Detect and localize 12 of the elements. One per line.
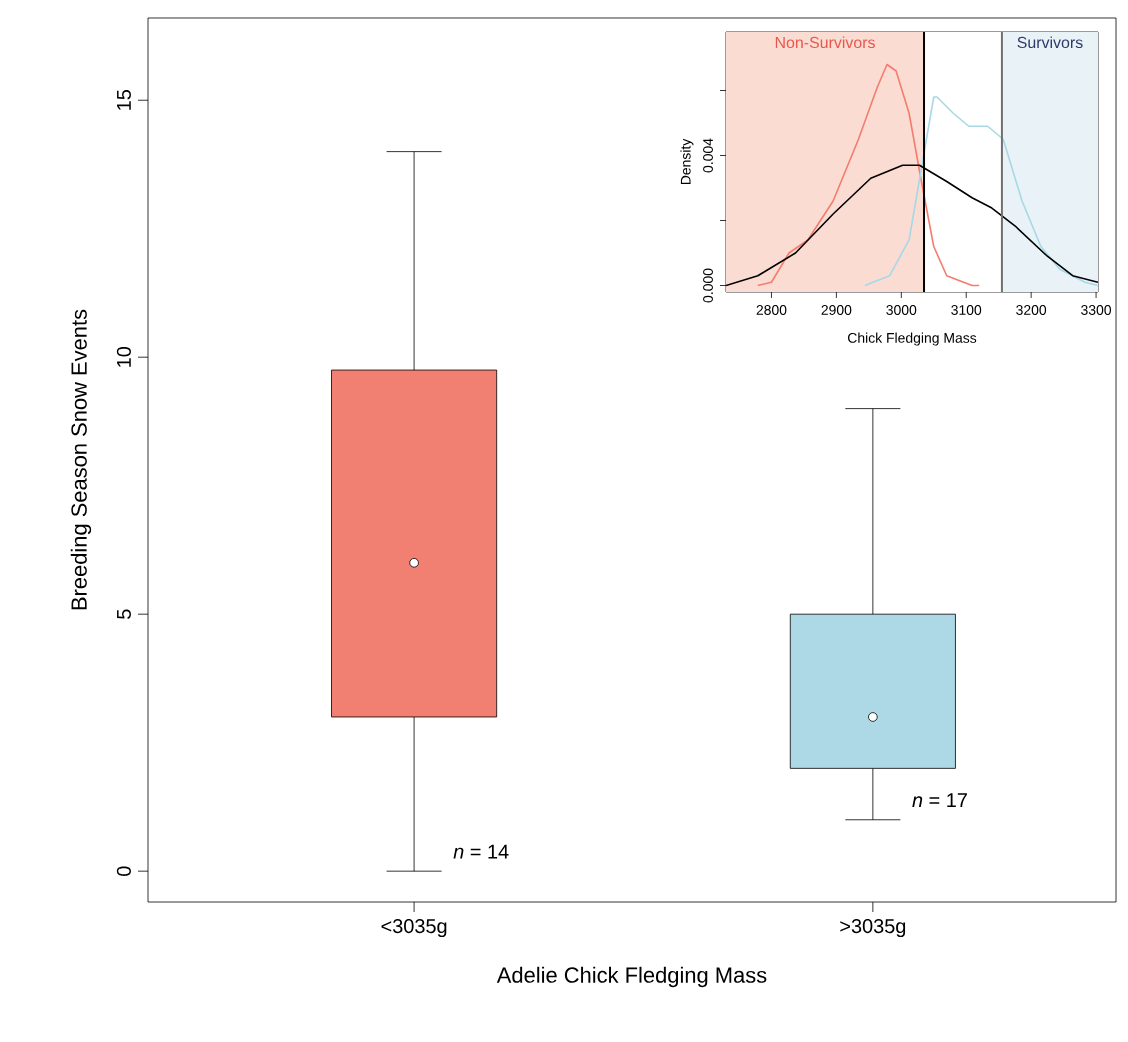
- y-tick-label: 5: [117, 609, 131, 619]
- x-axis-title: Adelie Chick Fledging Mass: [496, 966, 767, 988]
- line-series: [864, 96, 1099, 287]
- line-series: [757, 63, 980, 287]
- y-tick-label: 10: [116, 346, 131, 367]
- annotation: n = 17: [912, 793, 967, 808]
- x-tick-label: >3035g: [840, 919, 906, 938]
- x-tick-label: <3035g: [381, 919, 447, 938]
- y-axis-title: Breeding Season Snow Events: [70, 309, 92, 610]
- annotation: n = 14: [453, 844, 509, 859]
- y-tick-label: 0: [116, 866, 131, 876]
- y-tick-label: 15: [117, 89, 131, 110]
